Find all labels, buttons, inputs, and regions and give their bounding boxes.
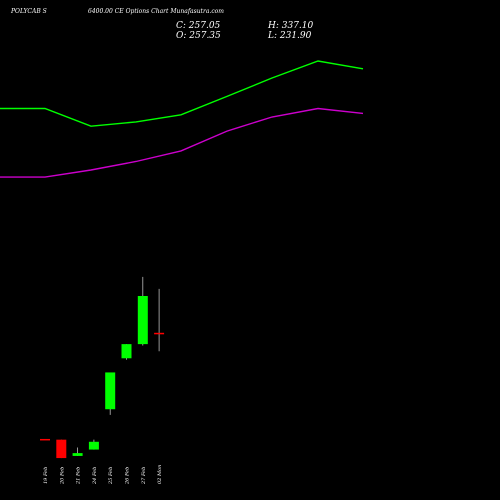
high-value: H: 337.10: [267, 21, 314, 31]
chart-subtitle: 6400.00 CE Options Chart Munafasutra.com: [88, 8, 224, 15]
x-tick-label-3: 24 Feb: [92, 467, 98, 485]
chart-symbol: POLYCAB S: [10, 8, 47, 15]
close-value: C: 257.05: [176, 21, 221, 31]
candle-body-2: [72, 453, 83, 456]
x-axis-ticks: 19 Feb 20 Feb 21 Feb 24 Feb 25 Feb 26 Feb 27 F…: [43, 465, 163, 485]
lower-band-line: [0, 107, 364, 178]
x-tick-label-7: 02 Mon: [157, 465, 163, 484]
candle-body-0: [40, 438, 50, 441]
candle-body-3: [88, 441, 99, 450]
x-tick-label-5: 26 Feb: [125, 467, 131, 485]
candle-body-7: [154, 332, 165, 335]
candle-body-1: [56, 439, 67, 459]
candle-body-6: [137, 296, 148, 345]
x-tick-label-6: 27 Feb: [141, 467, 147, 485]
open-value: O: 257.35: [176, 31, 221, 41]
x-tick-label-4: 25 Feb: [108, 467, 114, 485]
x-tick-label-1: 20 Feb: [59, 467, 65, 485]
upper-band-line: [0, 60, 364, 127]
candles-group: [40, 276, 165, 459]
x-tick-label-2: 21 Feb: [76, 467, 82, 485]
candle-body-5: [121, 344, 132, 359]
candle-body-4: [105, 372, 116, 410]
low-value: L: 231.90: [267, 31, 312, 41]
x-tick-label-0: 19 Feb: [43, 467, 49, 484]
